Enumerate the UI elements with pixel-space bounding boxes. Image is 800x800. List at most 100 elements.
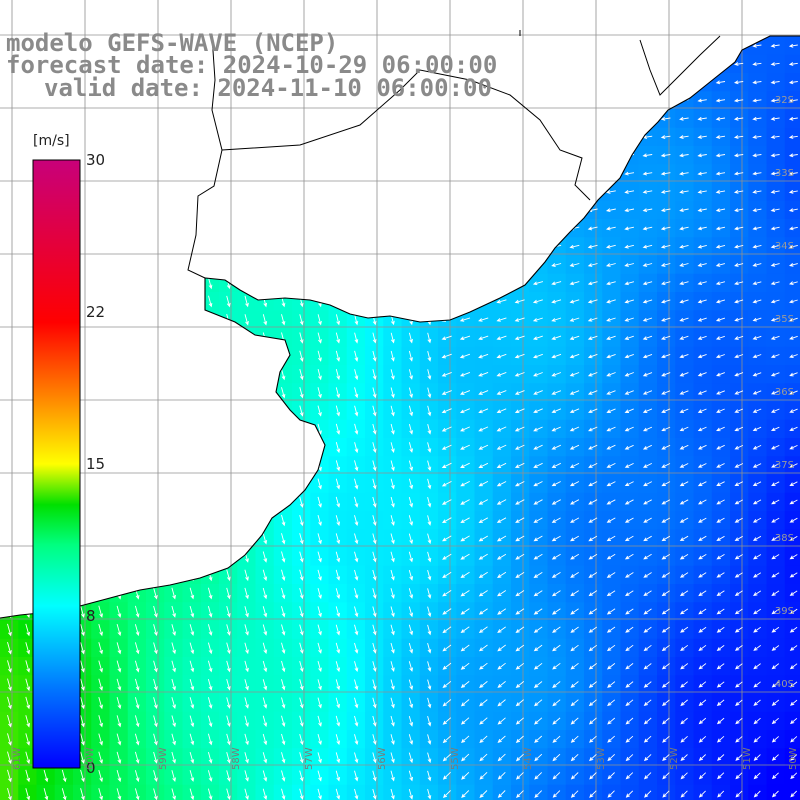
wind-arrow [642,299,653,304]
wind-arrow [514,462,525,468]
wind-arrow [643,772,652,780]
wind-arrow [715,226,726,231]
wind-arrow [427,624,432,636]
wind-arrow [679,299,689,304]
wind-arrow [679,372,689,377]
wind-arrow [642,317,653,322]
wind-arrow [134,624,140,637]
wind-arrow [624,517,634,523]
wind-arrow [7,678,12,692]
wind-arrow [226,697,231,709]
wind-arrow [479,681,488,689]
wind-arrow [533,390,543,395]
wind-arrow [715,354,725,359]
wind-arrow [697,444,707,450]
wind-arrow [624,244,635,249]
wind-arrow [698,572,707,578]
wind-arrow [642,462,652,468]
wind-arrow [789,517,798,523]
wind-arrow [281,314,286,326]
wind-arrow [262,715,268,727]
wind-arrow [551,572,561,578]
lon-label-51w: 51W [742,747,753,770]
wind-arrow [752,299,762,304]
wind-arrow [515,608,525,615]
wind-arrow [390,332,395,344]
wind-arrow [588,499,598,505]
wind-arrow [207,605,213,618]
wind-arrow [679,281,689,286]
wind-arrow [515,517,525,523]
wind-arrow [299,606,304,618]
wind-arrow [588,535,598,542]
wind-arrow [461,790,470,799]
wind-arrow [661,590,670,597]
wind-arrow [354,332,359,344]
wind-arrow [226,295,231,308]
wind-arrow [408,606,414,618]
wind-arrow [515,681,525,688]
wind-arrow [335,588,341,600]
wind-arrow [661,572,671,578]
wind-arrow [642,353,653,359]
wind-arrow [661,317,671,322]
wind-arrow [335,642,341,654]
wind-arrow [661,299,671,304]
wind-arrow [734,554,743,560]
lon-label-57w: 57W [304,747,315,770]
wind-arrow [733,189,744,194]
wind-arrow [679,263,689,267]
wind-arrow [533,681,543,688]
wind-arrow [643,754,652,762]
wind-arrow [534,735,543,743]
wind-arrow [281,533,286,545]
wind-arrow [390,496,395,508]
wind-arrow [372,624,377,636]
wind-arrow [679,608,689,615]
wind-arrow [534,699,543,707]
wind-arrow [680,699,688,707]
wind-arrow [698,681,707,688]
wind-arrow [715,317,726,322]
wind-arrow [372,697,377,709]
valid-date: valid date: 2024-11-10 06:00:00 [44,74,492,102]
wind-arrow [752,517,762,523]
wind-arrow [662,790,670,798]
wind-arrow [624,281,635,286]
wind-arrow [588,590,598,597]
wind-arrow [478,608,488,615]
wind-arrow [372,405,377,417]
wind-arrow [372,515,377,526]
wind-arrow [606,590,616,597]
wind-arrow [551,281,562,286]
wind-arrow [478,426,489,432]
wind-arrow [752,80,762,85]
wind-arrow [116,788,122,800]
wind-arrow [25,769,31,783]
wind-arrow [390,387,395,399]
wind-arrow [390,734,395,746]
wind-arrow [643,553,652,560]
wind-arrow [497,626,506,634]
wind-arrow [679,335,689,340]
wind-arrow [427,715,432,727]
lat-label-33s: 33S [774,168,794,179]
wind-arrow [642,263,653,267]
wind-arrow [408,515,414,526]
wind-arrow [262,752,268,764]
lon-label-56w: 56W [377,747,388,770]
wind-arrow [372,770,377,782]
wind-arrow [478,626,488,634]
wind-arrow [771,626,780,633]
wind-arrow [752,208,762,213]
wind-arrow [570,717,579,725]
wind-arrow [716,645,725,652]
wind-arrow [624,190,635,194]
wind-arrow [551,426,561,432]
wind-arrow [427,387,432,399]
wind-arrow [588,663,597,670]
wind-arrow [789,317,798,322]
wind-arrow [697,208,707,213]
wind-arrow [733,80,744,85]
wind-arrow [478,553,488,560]
